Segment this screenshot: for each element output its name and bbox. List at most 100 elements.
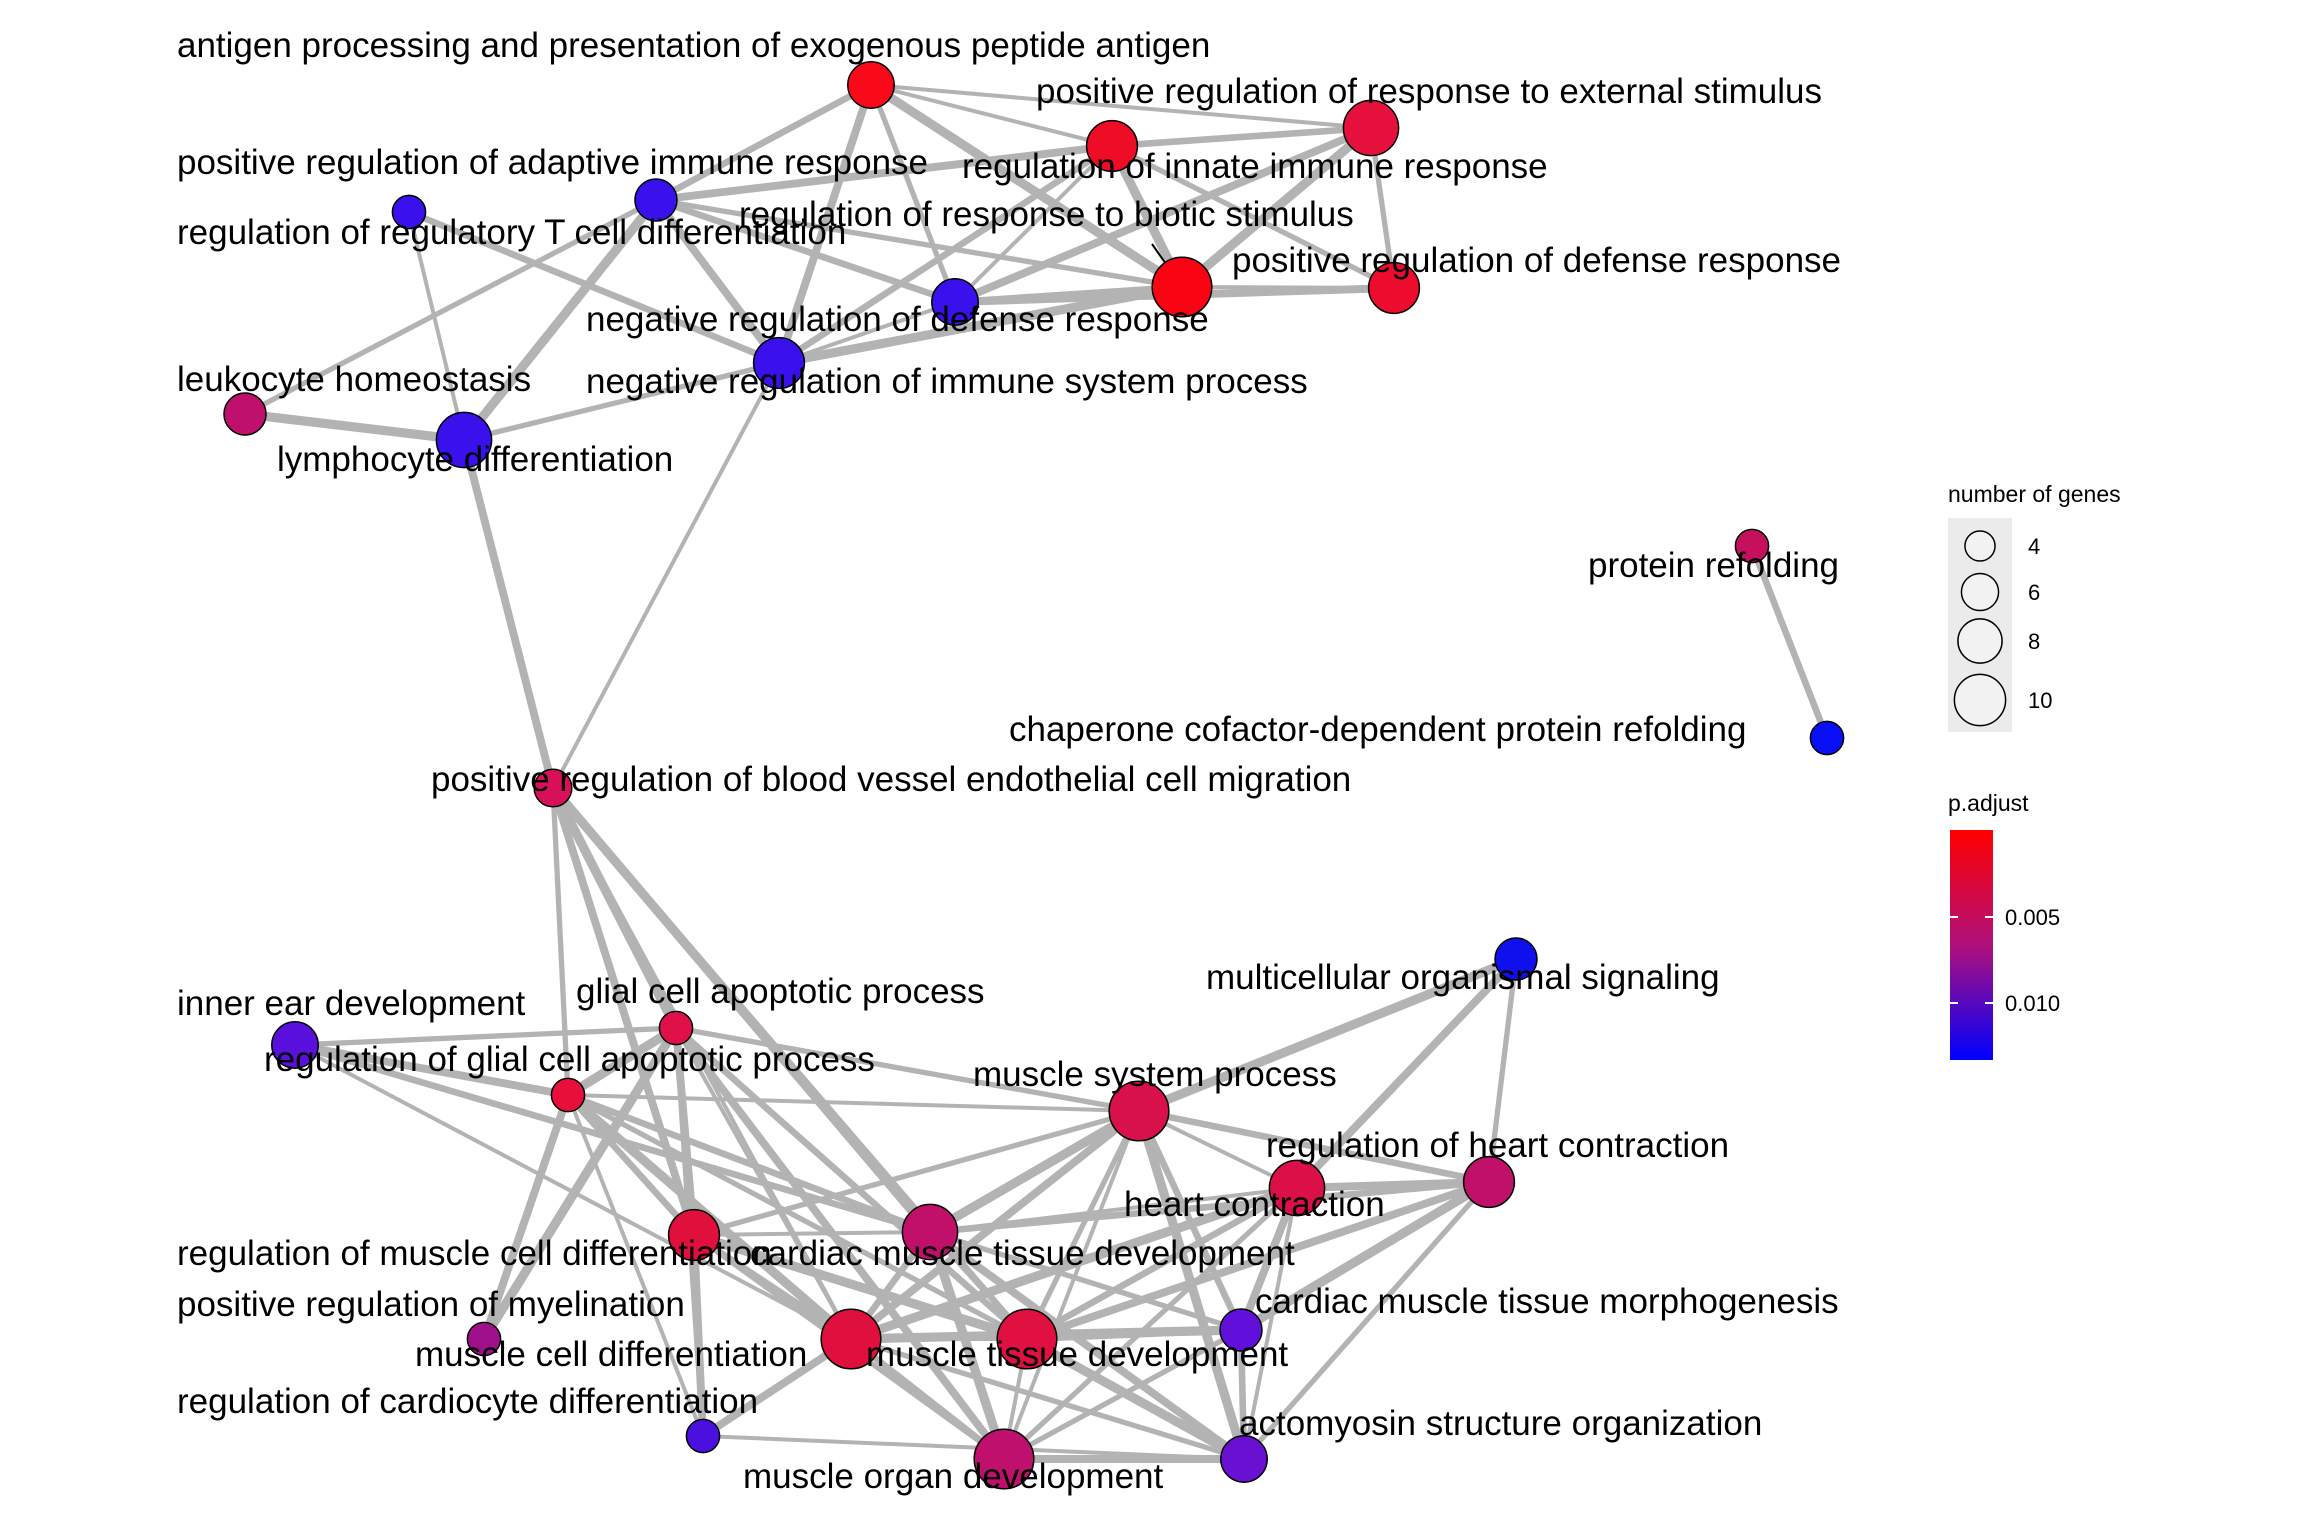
edge-ap-pra: [652, 81, 875, 204]
edge-lh-ld: [240, 409, 469, 445]
edge-gca-mtd: [672, 1024, 1031, 1343]
node-label-prm: positive regulation of myelination: [177, 1285, 685, 1324]
edge-mod-cmm: [1001, 1327, 1244, 1462]
edge-hc-mcd: [846, 1183, 1302, 1344]
edge-gca-rga: [563, 1023, 681, 1100]
edge-nrd-pra: [652, 196, 959, 306]
node-label-nrd: negative regulation of defense response: [586, 300, 1209, 339]
node-label-rrt: regulation of regulatory T cell differen…: [177, 213, 846, 252]
node-rhc[interactable]: [1462, 1155, 1516, 1209]
color-tick-label: 0.010: [2005, 991, 2060, 1016]
node-label-mos: multicellular organismal signaling: [1206, 958, 1720, 997]
node-rga[interactable]: [550, 1077, 586, 1113]
node-mod[interactable]: [973, 1428, 1035, 1490]
node-gca[interactable]: [658, 1010, 694, 1046]
node-msp[interactable]: [1108, 1080, 1170, 1142]
edge-cmd-mod: [925, 1227, 1009, 1464]
color-bar: [1950, 830, 1993, 1060]
node-prd[interactable]: [1367, 261, 1421, 315]
edge-nri-pbv: [551, 361, 781, 790]
node-rbs[interactable]: [1151, 256, 1213, 318]
edge-mcd-aso: [848, 1336, 1247, 1462]
edge-rhc-cmd: [926, 1178, 1493, 1236]
node-label-hc: heart contraction: [1124, 1185, 1385, 1224]
node-mtd[interactable]: [996, 1308, 1058, 1370]
node-label-pra: positive regulation of adaptive immune r…: [177, 143, 928, 182]
node-nrd[interactable]: [931, 278, 979, 326]
node-label-rbs: regulation of response to biotic stimulu…: [739, 195, 1354, 234]
edge-ap-rii: [869, 83, 1114, 148]
node-label-ccp: chaperone cofactor-dependent protein ref…: [1009, 710, 1746, 749]
node-rrt[interactable]: [391, 194, 427, 230]
edge-rcd-aso: [701, 1434, 1246, 1461]
node-mos[interactable]: [1494, 937, 1538, 981]
edge-ap-nrd: [868, 82, 958, 305]
node-rcd[interactable]: [685, 1418, 721, 1454]
node-label-lh: leukocyte homeostasis: [177, 360, 531, 399]
edge-pbv-rmd: [549, 784, 698, 1239]
edge-hc-mod: [1001, 1185, 1300, 1462]
node-ap[interactable]: [847, 61, 895, 109]
size-legend-key-8: [1957, 618, 2003, 664]
color-tick-label: 0.005: [2005, 905, 2060, 930]
size-legend-label-10: 10: [2028, 688, 2052, 713]
node-hc[interactable]: [1268, 1159, 1326, 1217]
node-label-nri: negative regulation of immune system pro…: [586, 362, 1308, 401]
edge-pbv-cmd: [548, 783, 935, 1237]
node-pbv[interactable]: [533, 768, 573, 808]
node-cmm[interactable]: [1219, 1308, 1263, 1352]
node-ld[interactable]: [435, 411, 493, 469]
node-ccp[interactable]: [1809, 720, 1845, 756]
node-rii[interactable]: [1085, 119, 1139, 173]
node-label-rga: regulation of glial cell apoptotic proce…: [264, 1040, 875, 1079]
node-pra[interactable]: [634, 178, 678, 222]
edge-ap-nri: [775, 81, 875, 367]
edge-rhc-mtd: [1023, 1178, 1493, 1343]
edge-rii-pra: [652, 142, 1116, 204]
node-lh[interactable]: [223, 392, 267, 436]
node-layer: [223, 61, 1845, 1490]
node-label-rcd: regulation of cardiocyte differentiation: [177, 1382, 758, 1421]
node-mcd[interactable]: [820, 1308, 882, 1370]
node-prf[interactable]: [1734, 528, 1770, 564]
edge-gca-mcd: [674, 1026, 853, 1341]
edge-pra-ld: [459, 195, 661, 445]
edge-rmd-rcd: [690, 1231, 707, 1440]
edge-mcd-mod: [847, 1335, 1008, 1463]
node-prr[interactable]: [1342, 99, 1400, 157]
edge-msp-mtd: [1024, 1108, 1142, 1342]
node-label-mod: muscle organ development: [743, 1457, 1164, 1496]
node-nri[interactable]: [752, 336, 806, 390]
size-legend-label-6: 6: [2028, 580, 2040, 605]
node-label-mtd: muscle tissue development: [866, 1335, 1288, 1374]
edge-msp-mod: [1002, 1109, 1141, 1461]
edge-ap-prr: [869, 83, 1373, 130]
node-label-gca: glial cell apoptotic process: [576, 972, 985, 1011]
edge-ied-rga: [291, 1041, 572, 1099]
edge-mos-rhc: [1486, 956, 1519, 1185]
node-rmd[interactable]: [667, 1208, 721, 1262]
edge-rhc-cmm: [1236, 1177, 1494, 1335]
node-aso[interactable]: [1220, 1435, 1268, 1483]
edge-rga-prm: [480, 1091, 572, 1343]
node-label-prd: positive regulation of defense response: [1232, 241, 1841, 280]
edge-gca-prm: [479, 1023, 681, 1344]
size-legend-key-6: [1960, 572, 2000, 612]
edge-rii-prd: [1109, 143, 1397, 291]
edge-mos-msp: [1134, 954, 1521, 1116]
node-ied[interactable]: [271, 1021, 319, 1069]
edge-rrt-nri: [405, 208, 783, 367]
size-legend-key-4: [1964, 530, 1996, 562]
node-label-ap: antigen processing and presentation of e…: [177, 26, 1210, 65]
edge-rii-prr: [1108, 124, 1375, 150]
edge-msp-rmd: [691, 1108, 1142, 1238]
edge-gca-msp: [673, 1025, 1142, 1114]
node-label-rmd: regulation of muscle cell differentiatio…: [177, 1234, 772, 1273]
node-cmd[interactable]: [901, 1203, 959, 1261]
edge-rii-nri: [775, 142, 1116, 367]
edge-rbs-pra: [653, 197, 1185, 290]
size-legend-title: number of genes: [1948, 481, 2121, 507]
node-prm[interactable]: [466, 1321, 502, 1357]
edge-pbv-rga: [550, 785, 571, 1098]
